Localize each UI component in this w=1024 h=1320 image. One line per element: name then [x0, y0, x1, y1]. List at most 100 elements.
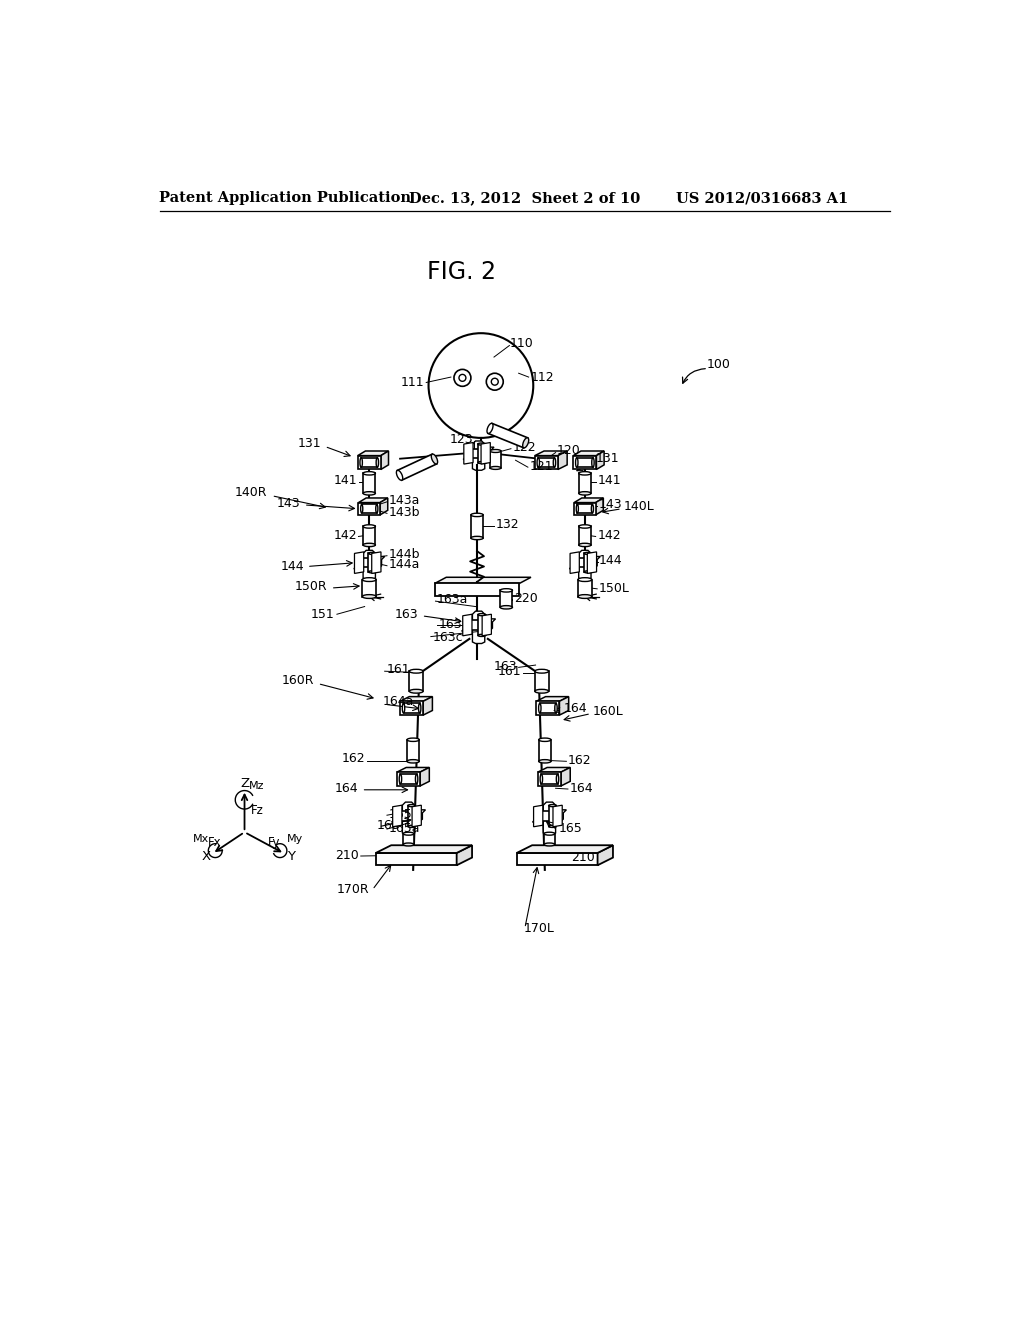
- Bar: [579, 527, 591, 545]
- Bar: [397, 812, 420, 821]
- Polygon shape: [553, 805, 562, 826]
- Polygon shape: [420, 767, 429, 785]
- Polygon shape: [354, 552, 364, 573]
- Polygon shape: [559, 697, 568, 715]
- Ellipse shape: [376, 504, 378, 513]
- Polygon shape: [397, 454, 436, 480]
- Polygon shape: [481, 442, 490, 465]
- Polygon shape: [435, 577, 531, 583]
- FancyBboxPatch shape: [397, 772, 420, 785]
- Bar: [478, 444, 485, 462]
- Text: 121: 121: [529, 459, 553, 473]
- Text: 151: 151: [311, 607, 335, 620]
- Ellipse shape: [579, 544, 591, 546]
- Ellipse shape: [579, 471, 591, 475]
- Bar: [364, 527, 376, 545]
- Ellipse shape: [369, 570, 376, 573]
- Bar: [478, 615, 485, 635]
- Ellipse shape: [360, 458, 362, 467]
- Text: 163: 163: [494, 660, 517, 673]
- Polygon shape: [412, 805, 421, 826]
- Bar: [400, 774, 417, 784]
- Ellipse shape: [577, 504, 579, 513]
- Ellipse shape: [522, 438, 528, 447]
- FancyBboxPatch shape: [537, 701, 559, 715]
- Text: 164: 164: [569, 781, 593, 795]
- Polygon shape: [358, 498, 388, 503]
- Ellipse shape: [537, 458, 540, 467]
- Text: 120: 120: [557, 445, 581, 458]
- Bar: [584, 553, 592, 572]
- Bar: [407, 739, 419, 762]
- Text: 143a: 143a: [388, 494, 420, 507]
- Text: 161: 161: [498, 665, 521, 677]
- Ellipse shape: [578, 594, 592, 598]
- Text: 141: 141: [597, 474, 621, 487]
- Ellipse shape: [468, 449, 470, 458]
- Text: US 2012/0316683 A1: US 2012/0316683 A1: [676, 191, 848, 206]
- Bar: [539, 458, 554, 467]
- Polygon shape: [561, 767, 570, 785]
- Polygon shape: [569, 557, 600, 569]
- Ellipse shape: [578, 578, 592, 582]
- Bar: [539, 739, 551, 762]
- Bar: [500, 590, 512, 607]
- Polygon shape: [397, 767, 429, 772]
- Ellipse shape: [487, 424, 493, 433]
- Bar: [410, 671, 423, 692]
- Text: 165b: 165b: [388, 808, 420, 821]
- Ellipse shape: [594, 558, 596, 568]
- FancyBboxPatch shape: [535, 455, 558, 470]
- Polygon shape: [596, 451, 604, 470]
- Text: 100: 100: [707, 358, 730, 371]
- Ellipse shape: [488, 620, 490, 630]
- Ellipse shape: [579, 525, 591, 528]
- Bar: [361, 458, 378, 467]
- Text: FIG. 2: FIG. 2: [427, 260, 497, 284]
- Ellipse shape: [362, 578, 376, 582]
- Ellipse shape: [539, 759, 551, 763]
- Text: 210: 210: [571, 851, 595, 865]
- Polygon shape: [573, 451, 604, 455]
- Ellipse shape: [478, 462, 485, 463]
- Ellipse shape: [364, 544, 376, 546]
- Polygon shape: [532, 810, 566, 822]
- Text: 161: 161: [386, 663, 410, 676]
- Polygon shape: [372, 552, 381, 573]
- Text: 164: 164: [563, 702, 587, 714]
- Ellipse shape: [539, 704, 541, 713]
- Polygon shape: [517, 845, 613, 853]
- Text: 111: 111: [401, 376, 425, 389]
- Ellipse shape: [376, 458, 379, 467]
- Polygon shape: [462, 619, 496, 631]
- Polygon shape: [402, 803, 415, 834]
- Text: 132: 132: [496, 519, 519, 532]
- Ellipse shape: [419, 704, 421, 713]
- Bar: [403, 834, 414, 845]
- Ellipse shape: [487, 449, 489, 458]
- Ellipse shape: [362, 594, 376, 598]
- Text: Fy: Fy: [267, 837, 281, 850]
- Circle shape: [454, 370, 471, 387]
- FancyBboxPatch shape: [357, 455, 381, 470]
- Text: 170L: 170L: [523, 921, 554, 935]
- FancyBboxPatch shape: [400, 701, 423, 715]
- FancyBboxPatch shape: [574, 503, 596, 515]
- Text: 144a: 144a: [388, 558, 420, 572]
- Text: 164: 164: [335, 781, 358, 795]
- Ellipse shape: [584, 552, 592, 554]
- Ellipse shape: [538, 812, 540, 821]
- Text: 142: 142: [334, 529, 357, 543]
- Bar: [539, 812, 560, 821]
- Bar: [408, 805, 416, 826]
- Text: 144b: 144b: [388, 548, 420, 561]
- Ellipse shape: [535, 689, 549, 693]
- Text: 160L: 160L: [593, 705, 624, 718]
- Ellipse shape: [403, 832, 414, 836]
- Text: 162: 162: [342, 752, 366, 766]
- Ellipse shape: [544, 832, 555, 836]
- Bar: [549, 805, 556, 826]
- Polygon shape: [376, 853, 457, 866]
- Bar: [469, 449, 488, 458]
- Text: 144: 144: [281, 560, 304, 573]
